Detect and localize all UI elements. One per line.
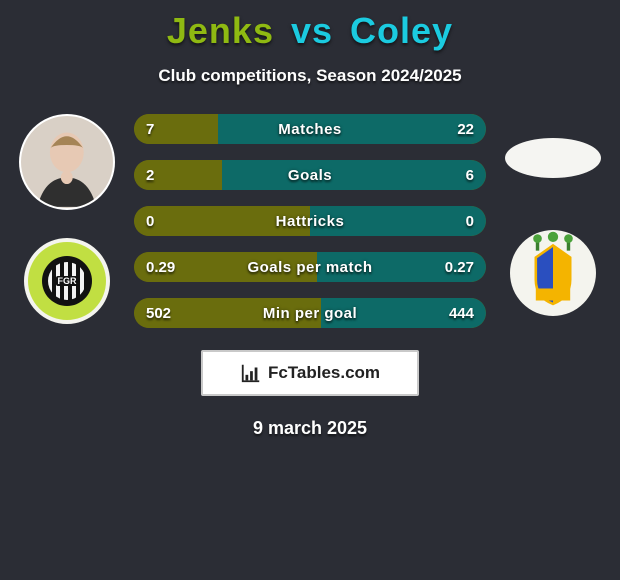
- stat-value-right: 22: [445, 114, 486, 144]
- player2-column: [498, 114, 610, 316]
- stat-value-left: 0.29: [134, 252, 187, 282]
- stat-label: Min per goal: [134, 298, 486, 328]
- stat-value-left: 0: [134, 206, 166, 236]
- player2-name: Coley: [350, 10, 453, 51]
- player2-club-crest: [510, 230, 596, 316]
- player1-column: FGR: [10, 114, 122, 324]
- stat-label: Matches: [134, 114, 486, 144]
- stat-value-left: 7: [134, 114, 166, 144]
- stat-value-left: 2: [134, 160, 166, 190]
- person-icon: [30, 125, 104, 208]
- stat-value-right: 0: [454, 206, 486, 236]
- player1-avatar: [19, 114, 115, 210]
- chart-icon: [240, 362, 262, 384]
- stat-label: Goals: [134, 160, 486, 190]
- stat-value-right: 444: [437, 298, 486, 328]
- page-title: Jenks vs Coley: [0, 10, 620, 52]
- stat-value-left: 502: [134, 298, 183, 328]
- date-label: 9 march 2025: [0, 418, 620, 439]
- stat-row: Hattricks0 0: [134, 206, 486, 236]
- stat-row: Goals2 6: [134, 160, 486, 190]
- vs-label: vs: [291, 10, 333, 51]
- comparison-card: Jenks vs Coley Club competitions, Season…: [0, 0, 620, 439]
- subtitle: Club competitions, Season 2024/2025: [0, 66, 620, 86]
- stat-value-right: 6: [454, 160, 486, 190]
- stat-row: Min per goal502 444: [134, 298, 486, 328]
- player2-avatar-blank: [505, 138, 601, 178]
- player1-name: Jenks: [167, 10, 274, 51]
- crest-initials: FGR: [56, 276, 79, 286]
- player1-club-crest: FGR: [24, 238, 110, 324]
- stat-value-right: 0.27: [433, 252, 486, 282]
- stat-bars: Matches722Goals26Hattricks00Goals per ma…: [122, 114, 498, 344]
- brand-badge[interactable]: FcTables.com: [201, 350, 419, 396]
- stat-row: Goals per match0.290.27: [134, 252, 486, 282]
- stat-row: Matches7 22: [134, 114, 486, 144]
- brand-text: FcTables.com: [268, 363, 380, 383]
- club-crest-icon: [510, 230, 596, 316]
- stat-label: Hattricks: [134, 206, 486, 236]
- content-row: FGR Matches722Goals26Hattricks00Goals pe…: [0, 86, 620, 344]
